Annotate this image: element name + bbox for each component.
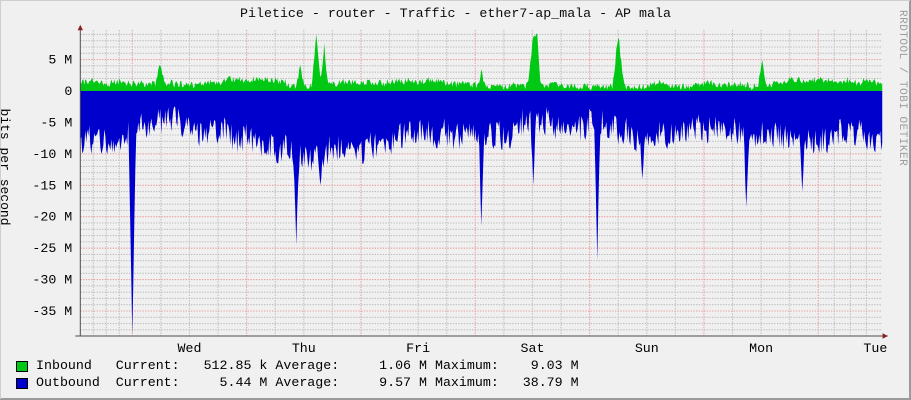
svg-text:Thu: Thu bbox=[292, 341, 316, 356]
svg-text:Sun: Sun bbox=[635, 341, 659, 356]
svg-text:-5 M: -5 M bbox=[40, 115, 72, 130]
svg-text:Tue: Tue bbox=[863, 341, 887, 356]
svg-text:Sat: Sat bbox=[521, 341, 545, 356]
svg-text:-25 M: -25 M bbox=[32, 241, 72, 256]
svg-text:-30 M: -30 M bbox=[32, 273, 72, 288]
svg-text:-15 M: -15 M bbox=[32, 178, 72, 193]
svg-text:Mon: Mon bbox=[749, 341, 773, 356]
svg-text:Wed: Wed bbox=[178, 341, 202, 356]
svg-text:-35 M: -35 M bbox=[32, 304, 72, 319]
svg-text:0: 0 bbox=[64, 84, 72, 99]
svg-text:-20 M: -20 M bbox=[32, 210, 72, 225]
svg-text:Fri: Fri bbox=[406, 341, 430, 356]
svg-text:-10 M: -10 M bbox=[32, 147, 72, 162]
svg-text:5 M: 5 M bbox=[48, 53, 72, 68]
